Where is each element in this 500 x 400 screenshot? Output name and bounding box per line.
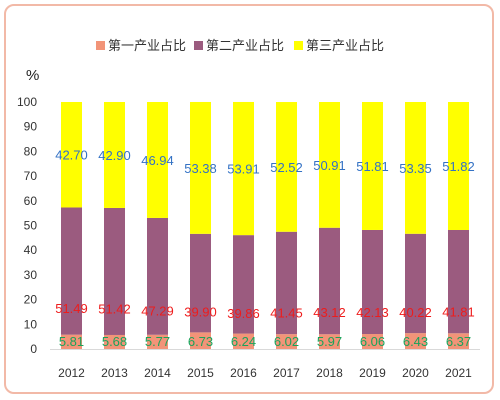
y-tick-label: 90	[24, 120, 38, 134]
bar-segment	[405, 102, 426, 234]
y-tick-label: 0	[30, 342, 37, 356]
data-label: 6.73	[188, 334, 213, 349]
y-tick-label: 50	[24, 219, 38, 233]
bar-segment	[362, 229, 383, 335]
x-tick-label: 2021	[445, 366, 472, 380]
data-label: 53.38	[184, 161, 217, 176]
data-labels: 5.81 51.49 42.70 5.68 51.42 42.90 5.77 47.29 46.…	[55, 148, 475, 349]
y-tick-label: 30	[24, 268, 38, 282]
y-tick-label: 100	[17, 95, 37, 109]
bar-segment	[104, 334, 125, 349]
data-label: 6.02	[274, 334, 299, 349]
data-label: 41.81	[442, 305, 475, 320]
bar-segment	[147, 102, 168, 218]
legend-swatch-3	[294, 41, 303, 50]
y-axis: 0 10 20 30 40 50 60 70 80 90 100	[17, 95, 37, 356]
x-tick-label: 2015	[187, 366, 214, 380]
legend-label-1: 第一产业占比	[108, 39, 186, 54]
bar-segment	[61, 102, 82, 208]
bar-segment	[276, 334, 297, 349]
data-label: 50.91	[313, 158, 346, 173]
bar-segment	[190, 233, 211, 333]
data-label: 42.13	[356, 305, 389, 320]
bar-segment	[319, 102, 340, 228]
data-label: 5.97	[317, 334, 342, 349]
data-label: 6.37	[446, 334, 471, 349]
y-tick-label: 10	[24, 317, 38, 331]
data-label: 6.43	[403, 334, 428, 349]
data-label: 39.90	[184, 305, 217, 320]
data-label: 53.35	[399, 161, 432, 176]
bars	[61, 101, 469, 349]
y-tick-label: 20	[24, 293, 38, 307]
data-label: 42.70	[55, 148, 88, 163]
x-tick-label: 2016	[230, 366, 257, 380]
data-label: 51.49	[55, 301, 88, 316]
data-label: 47.29	[141, 303, 174, 318]
bar-segment	[405, 233, 426, 334]
chart-frame: 第一产业占比 第二产业占比 第三产业占比 % 0 10 20 30 40 50 60 70 80 90…	[4, 4, 494, 394]
bar-segment	[362, 102, 383, 230]
data-label: 5.81	[59, 334, 84, 349]
y-tick-label: 40	[24, 243, 38, 257]
bar-segment	[147, 334, 168, 349]
x-tick-label: 2019	[359, 366, 386, 380]
data-label: 51.42	[98, 302, 131, 317]
data-label: 42.90	[98, 148, 131, 163]
x-tick-label: 2017	[273, 366, 300, 380]
bar-segment	[233, 333, 254, 349]
data-label: 6.24	[231, 334, 256, 349]
data-label: 43.12	[313, 305, 346, 320]
data-label: 5.77	[145, 334, 170, 349]
data-label: 5.68	[102, 334, 127, 349]
y-tick-label: 70	[24, 169, 38, 183]
data-label: 40.22	[399, 305, 432, 320]
bar-segment	[276, 231, 297, 335]
bar-segment	[104, 207, 125, 335]
y-tick-label: 80	[24, 144, 38, 158]
bar-segment	[405, 333, 426, 349]
bar-segment	[61, 207, 82, 335]
bar-segment	[276, 102, 297, 232]
data-label: 52.52	[270, 160, 303, 175]
stacked-bar-chart: 第一产业占比 第二产业占比 第三产业占比 % 0 10 20 30 40 50 60 70 80 90…	[17, 39, 480, 380]
x-axis: 2012 2013 2014 2015 2016 2017 2018 2019 2020 2021	[50, 349, 480, 380]
bar-segment	[233, 101, 254, 236]
legend-swatch-2	[194, 41, 203, 50]
data-label: 39.86	[227, 306, 260, 321]
bar-segment	[448, 102, 469, 230]
data-label: 51.81	[356, 159, 389, 174]
bar-segment	[233, 235, 254, 334]
x-tick-label: 2018	[316, 366, 343, 380]
data-label: 53.91	[227, 162, 260, 177]
x-tick-label: 2014	[144, 366, 171, 380]
legend: 第一产业占比 第二产业占比 第三产业占比	[96, 39, 384, 54]
data-label: 6.06	[360, 334, 385, 349]
data-label: 46.94	[141, 153, 174, 168]
data-label: 51.82	[442, 159, 475, 174]
bar-segment	[319, 227, 340, 335]
bar-segment	[61, 334, 82, 349]
bar-segment	[190, 101, 211, 234]
x-tick-label: 2013	[101, 366, 128, 380]
y-tick-label: 60	[24, 194, 38, 208]
bar-segment	[448, 229, 469, 334]
data-label: 41.45	[270, 306, 303, 321]
bar-segment	[448, 333, 469, 349]
bar-segment	[319, 334, 340, 349]
legend-label-3: 第三产业占比	[306, 39, 384, 54]
x-tick-label: 2020	[402, 366, 429, 380]
legend-swatch-1	[96, 41, 105, 50]
y-axis-unit-label: %	[26, 67, 39, 84]
bar-segment	[190, 332, 211, 349]
bar-segment	[362, 334, 383, 349]
bar-segment	[147, 217, 168, 335]
bar-segment	[104, 102, 125, 208]
x-tick-label: 2012	[58, 366, 85, 380]
legend-label-2: 第二产业占比	[206, 39, 284, 54]
